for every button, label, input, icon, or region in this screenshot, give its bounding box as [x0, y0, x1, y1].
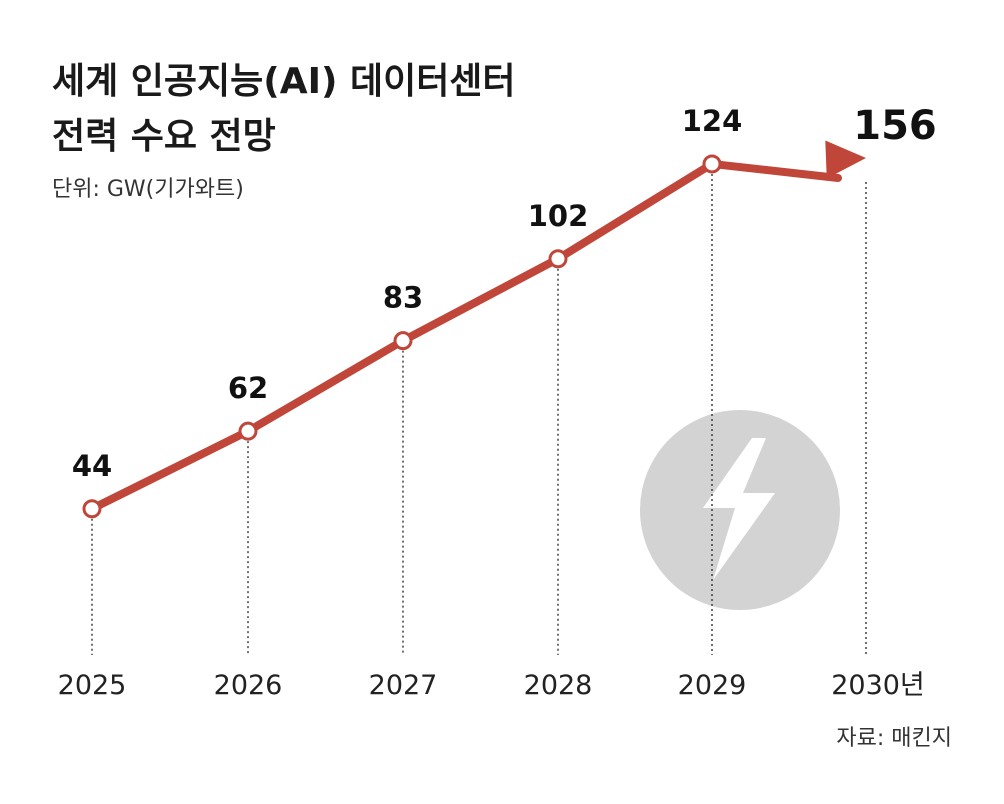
chart-title-line1: 세계 인공지능(AI) 데이터센터 [52, 61, 516, 102]
point-markers [82, 154, 722, 519]
x-tick-label-2: 2027 [369, 670, 438, 701]
x-tick-label-3: 2028 [524, 670, 593, 701]
data-point-2025 [82, 499, 102, 519]
arrowhead-2030년 [825, 140, 866, 179]
guide-lines [91, 173, 867, 655]
value-label-2025: 44 [72, 449, 112, 483]
value-labels: 44 62 83 102 124 156 [72, 103, 937, 483]
data-point-2026 [238, 421, 258, 441]
value-label-2029: 124 [682, 104, 743, 138]
bolt-shape [703, 438, 775, 580]
unit-label: 단위: GW(기가와트) [52, 177, 244, 202]
x-tick-label-5: 2030년 [831, 670, 925, 701]
series-line [88, 140, 866, 513]
value-label-2028: 102 [528, 199, 589, 233]
data-point-2027 [393, 331, 413, 351]
data-point-2029 [702, 154, 722, 174]
series-polyline [88, 159, 842, 513]
source-note: 자료: 매킨지 [836, 726, 952, 751]
value-label-2027: 83 [383, 281, 423, 315]
lightning-bolt-icon [640, 410, 840, 610]
value-label-2026: 62 [228, 371, 268, 405]
data-point-2028 [548, 249, 568, 269]
chart-title-line2: 전력 수요 전망 [52, 116, 276, 157]
x-tick-label-1: 2026 [214, 670, 283, 701]
x-tick-label-0: 2025 [58, 670, 127, 701]
x-tick-label-4: 2029 [678, 670, 747, 701]
x-tick-labels: 2025 2026 2027 2028 2029 2030년 [58, 670, 925, 701]
value-label-2030년: 156 [853, 103, 937, 149]
